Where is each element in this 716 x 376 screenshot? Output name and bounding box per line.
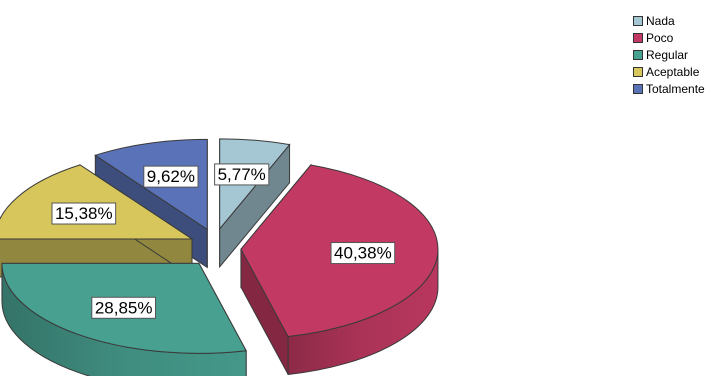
- data-label-box: [214, 163, 270, 186]
- data-label-text: 40,38%: [334, 244, 392, 263]
- legend-swatch: [633, 32, 643, 43]
- data-label-text: 9,62%: [147, 167, 195, 186]
- legend-item-regular: Regular: [633, 46, 705, 63]
- data-label-box: [91, 296, 156, 319]
- legend-label: Nada: [646, 13, 675, 28]
- data-label-text: 15,38%: [55, 204, 113, 223]
- data-label-box: [51, 202, 117, 225]
- legend-item-aceptable: Aceptable: [633, 63, 705, 80]
- data-label-text: 5,77%: [218, 165, 266, 184]
- data-label-nada: 5,77%: [214, 163, 270, 186]
- legend-item-poco: Poco: [633, 29, 705, 46]
- legend-label: Aceptable: [646, 64, 700, 79]
- data-label-box: [330, 242, 396, 265]
- data-label-box: [143, 165, 199, 188]
- legend-item-nada: Nada: [633, 12, 705, 29]
- legend-item-totalmente: Totalmente: [633, 80, 705, 97]
- pie-slice-aceptable-top: [0, 164, 194, 240]
- pie-slice-regular: [1, 262, 247, 376]
- legend-swatch: [633, 15, 643, 26]
- legend-swatch: [633, 66, 643, 77]
- data-label-regular: 28,85%: [91, 296, 156, 319]
- data-label-totalmente: 9,62%: [143, 165, 199, 188]
- data-label-text: 28,85%: [95, 298, 153, 317]
- data-label-poco: 40,38%: [330, 242, 396, 265]
- legend-label: Poco: [646, 30, 674, 45]
- legend: Nada Poco Regular Aceptable Totalmente: [633, 12, 705, 97]
- data-label-aceptable: 15,38%: [51, 202, 117, 225]
- legend-swatch: [633, 83, 643, 94]
- legend-swatch: [633, 49, 643, 60]
- legend-label: Regular: [646, 47, 689, 62]
- legend-label: Totalmente: [646, 81, 705, 96]
